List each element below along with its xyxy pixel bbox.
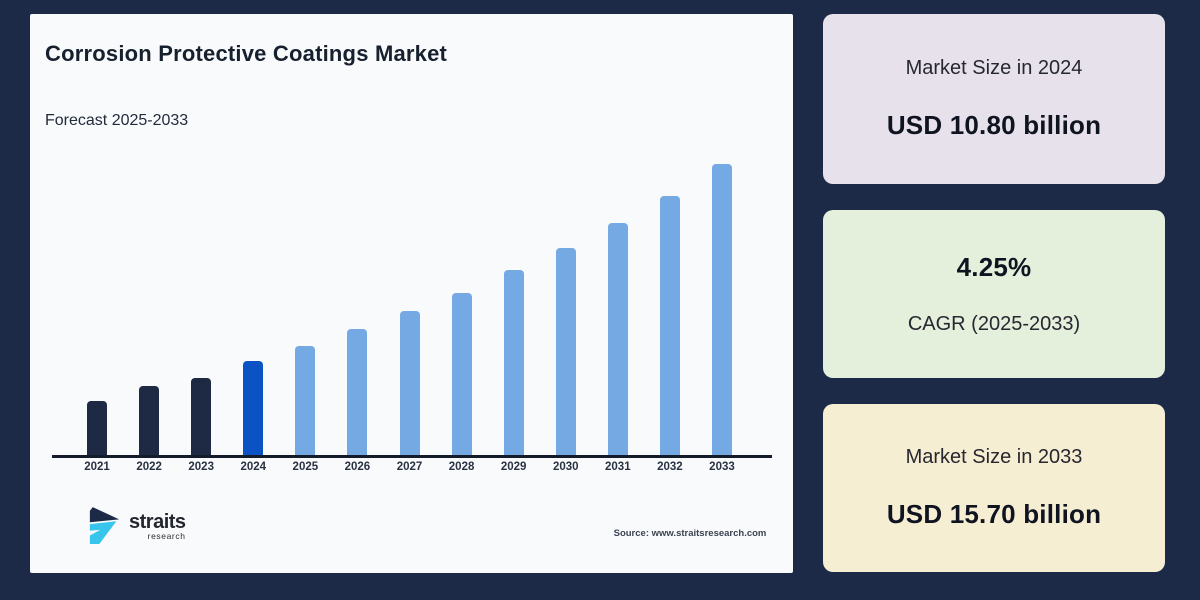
stat-value: 4.25% [956,252,1032,282]
stat-card-market-size-2033: Market Size in 2033 USD 15.70 billion [823,404,1165,572]
chart-title: Corrosion Protective Coatings Market [45,41,448,66]
bar-slot-2032 [644,155,696,455]
bar-slot-2028 [436,155,488,455]
x-tick-2029: 2029 [500,461,527,473]
x-tick-2021: 2021 [84,461,110,473]
bar-2024 [243,361,264,455]
x-axis-line [52,455,772,458]
x-tick-2025: 2025 [292,461,319,473]
bar-2025 [295,346,316,455]
x-tick-2031: 2031 [605,461,631,473]
bar-slot-2021 [71,155,123,455]
logo-word: straits [129,510,186,533]
bar-slot-2022 [123,155,175,455]
x-tick-2027: 2027 [396,461,423,473]
straits-research-logo: straits research [88,506,186,546]
x-tick-2024: 2024 [240,461,267,473]
chart-panel: Corrosion Protective Coatings Market For… [30,14,793,573]
stat-label: Market Size in 2024 [905,57,1083,79]
x-tick-2030: 2030 [552,461,579,473]
bars-container [71,155,748,455]
bar-chart: 2021 2022 2023 2024 2025 2026 2027 2028 2029 2030… [30,14,793,573]
x-tick-2023: 2023 [188,461,214,473]
bar-2029 [503,270,524,455]
bar-2028 [451,293,472,455]
stat-label: Market Size in 2033 [905,446,1083,468]
x-tick-2022: 2022 [136,461,162,473]
stat-card-cagr: 4.25% CAGR (2025-2033) [823,210,1165,378]
source-text: Source: www.straitsresearch.com [613,528,767,539]
bar-slot-2031 [592,155,644,455]
bar-slot-2025 [279,155,331,455]
bar-2027 [399,311,420,455]
x-axis-labels: 2021 2022 2023 2024 2025 2026 2027 2028 2029 2030… [71,461,748,473]
x-tick-2028: 2028 [448,461,475,473]
bar-2021 [87,401,108,455]
bar-2030 [555,248,576,455]
logo-arrow-icon [88,506,122,546]
bar-2032 [659,196,680,455]
x-tick-2033: 2033 [709,461,735,473]
bar-slot-2026 [331,155,383,455]
stat-value: USD 15.70 billion [886,499,1102,529]
logo-text: straits research [129,512,186,541]
bar-2023 [191,378,212,455]
bar-slot-2030 [540,155,592,455]
x-tick-2032: 2032 [657,461,683,473]
bar-slot-2024 [227,155,279,455]
stat-card-market-size-2024: Market Size in 2024 USD 10.80 billion [823,14,1165,184]
logo-subword: research [147,530,186,541]
stat-value: USD 10.80 billion [886,110,1102,140]
bar-slot-2033 [696,155,748,455]
x-tick-2026: 2026 [344,461,371,473]
stat-label: CAGR (2025-2033) [907,313,1081,335]
chart-subtitle: Forecast 2025-2033 [45,112,189,129]
bar-slot-2029 [488,155,540,455]
bar-2031 [607,223,628,455]
bar-slot-2023 [175,155,227,455]
bar-2033 [711,164,732,455]
bar-2022 [139,386,160,455]
bar-2026 [347,329,368,455]
bar-slot-2027 [383,155,435,455]
